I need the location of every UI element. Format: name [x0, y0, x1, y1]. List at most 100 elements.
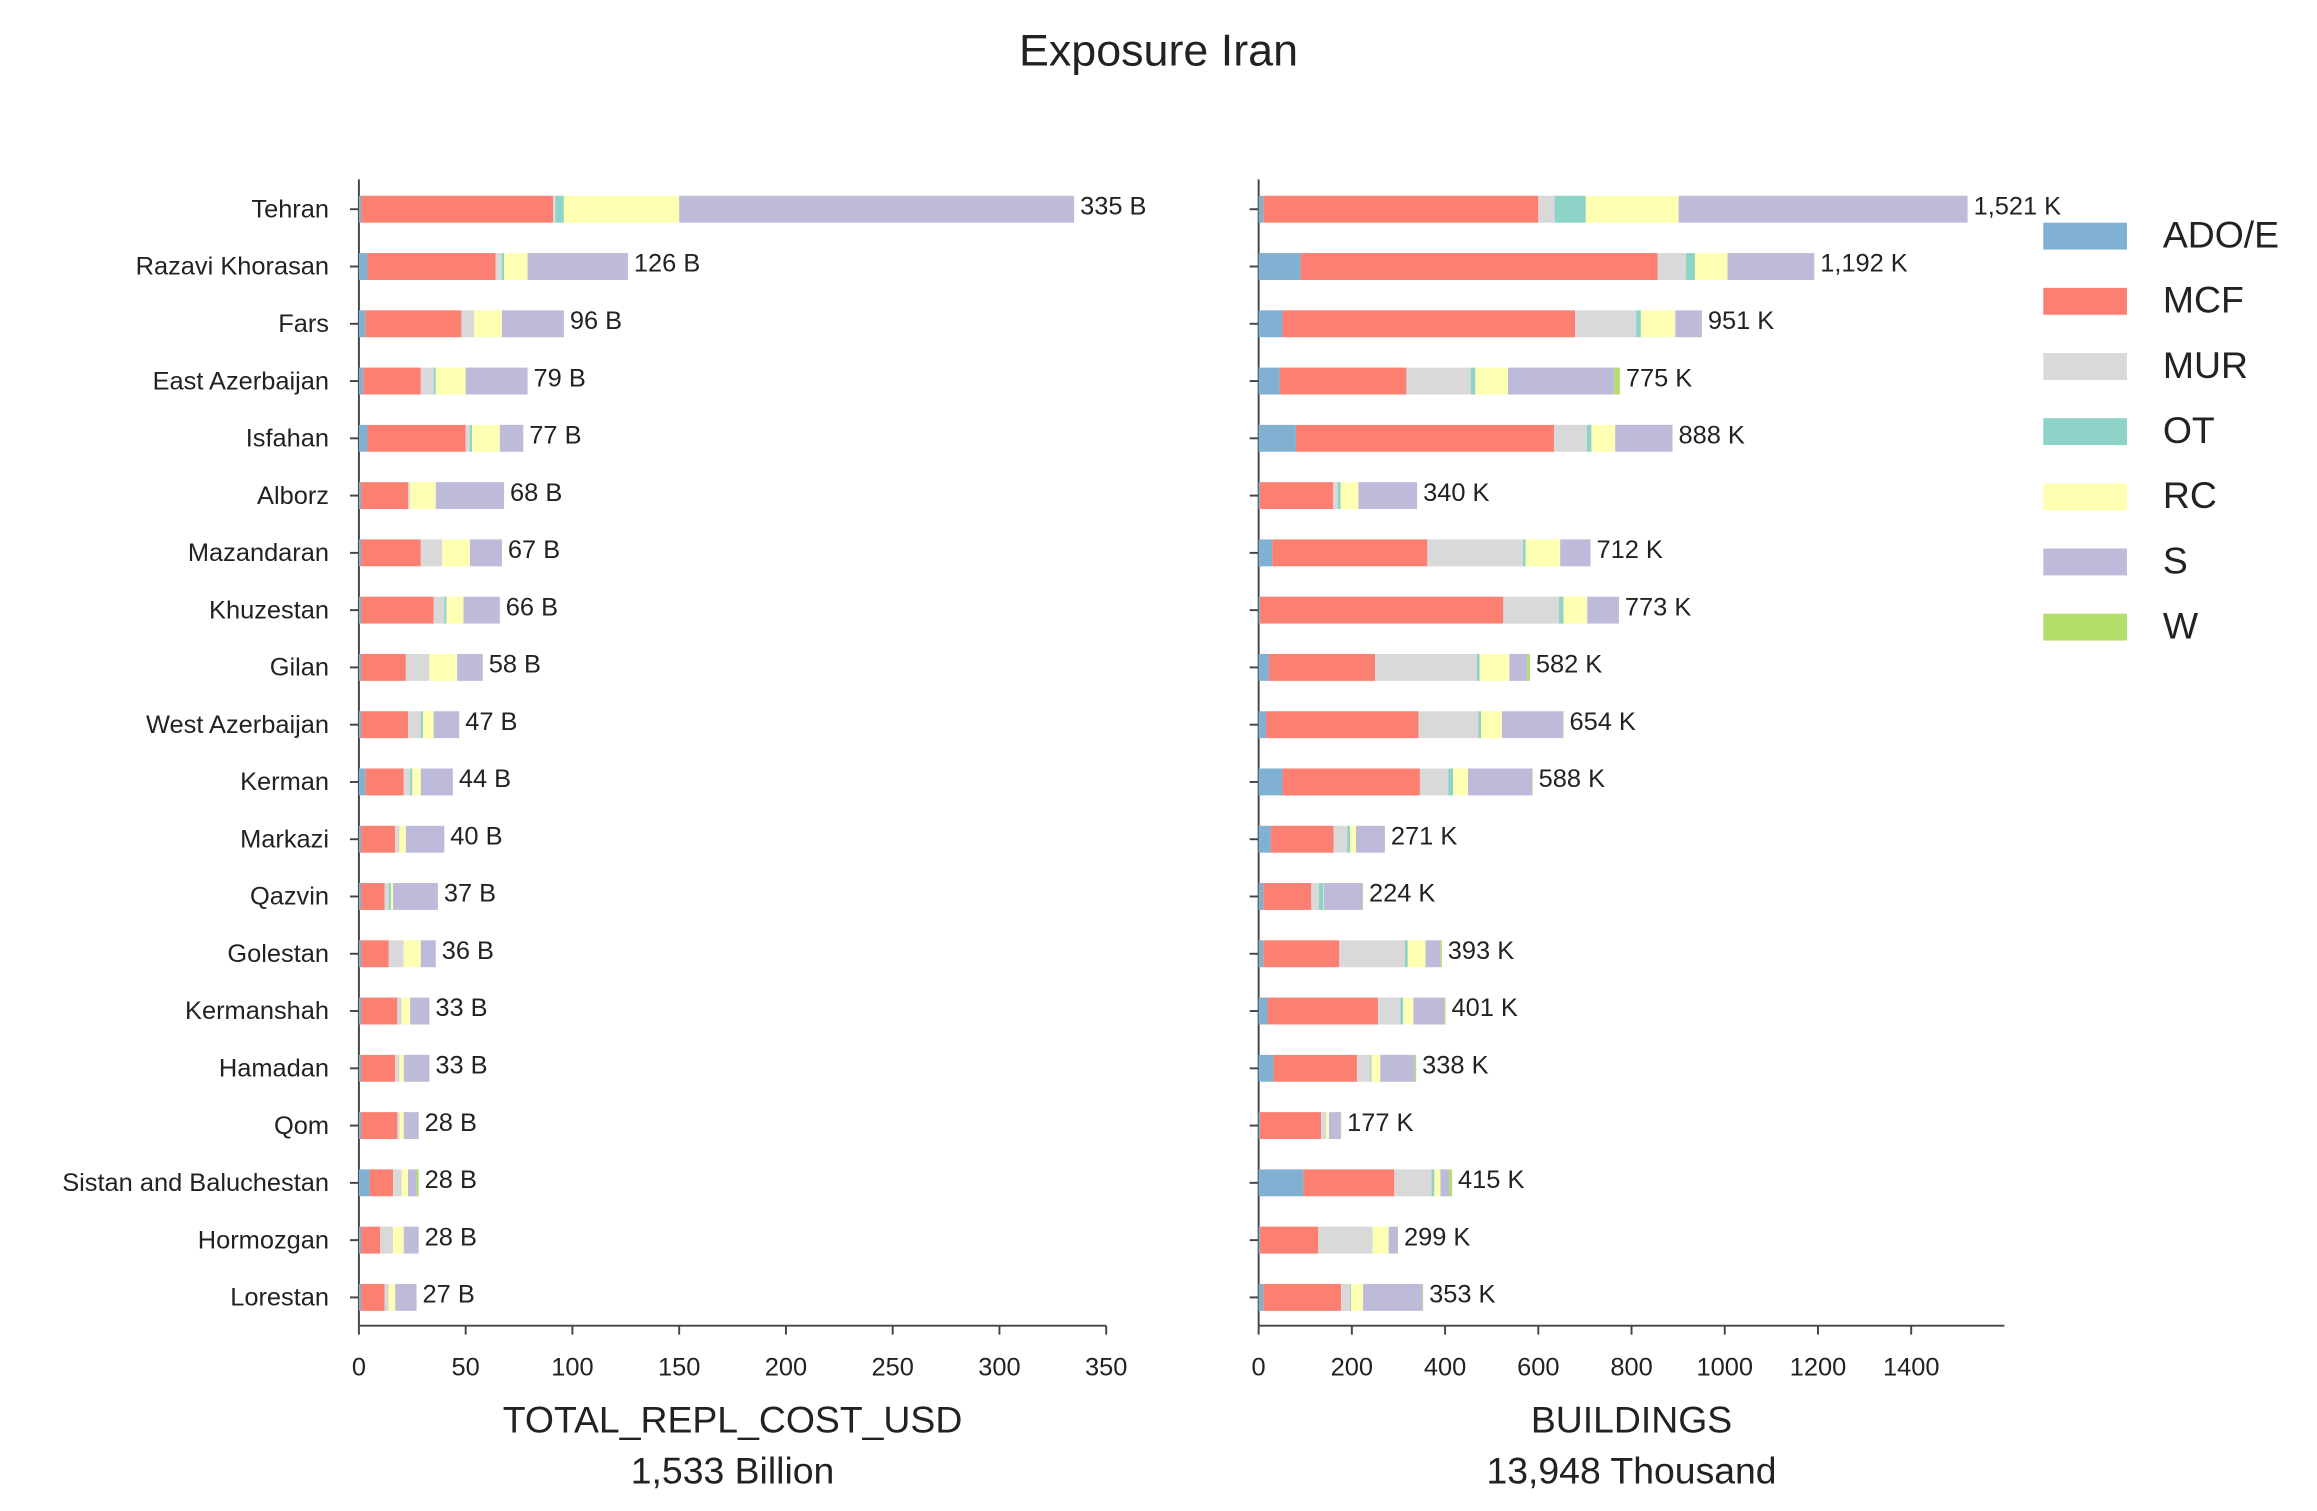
bar-segment — [1282, 768, 1420, 796]
bar-segment — [410, 768, 413, 796]
x-tick-label: 200 — [1331, 1354, 1373, 1382]
bar-segment — [358, 310, 366, 338]
bar-segment — [416, 1169, 419, 1197]
bar-segment — [420, 367, 434, 395]
y-tick-label: Razavi Khorasan — [136, 253, 329, 281]
x-tick-label: 0 — [352, 1354, 366, 1382]
value-label: 299 K — [1404, 1223, 1470, 1251]
bar-segment — [358, 940, 362, 968]
bar-segment — [412, 768, 421, 796]
y-tick-label: Hamadan — [219, 1055, 329, 1083]
legend-swatch — [2043, 483, 2127, 511]
bar-segment — [399, 1054, 404, 1082]
x-tick-label: 800 — [1610, 1354, 1652, 1382]
bar-segment — [361, 711, 409, 739]
bar-segment — [1404, 940, 1408, 968]
value-label: 951 K — [1708, 307, 1774, 335]
bar-segment — [361, 997, 398, 1025]
bar-segment — [1586, 424, 1592, 452]
bar-segment — [472, 424, 500, 452]
bar-segment — [442, 539, 470, 567]
bar-segment — [1476, 653, 1480, 681]
bar-segment — [446, 596, 464, 624]
bar-segment — [1525, 539, 1561, 567]
bar-segment — [397, 1112, 400, 1140]
y-tick-label: Lorestan — [230, 1284, 329, 1312]
bar-segment — [1356, 825, 1385, 853]
bar-segment — [1418, 711, 1479, 739]
value-label: 338 K — [1422, 1052, 1488, 1080]
bar-segment — [1333, 825, 1348, 853]
bar-segment — [1326, 1112, 1330, 1140]
bar-segment — [1657, 253, 1687, 280]
bar-segment — [358, 1054, 362, 1082]
value-label: 224 K — [1369, 880, 1435, 908]
bar-segment — [1427, 539, 1523, 567]
bar-segment — [358, 424, 368, 452]
bar-segment — [1349, 1283, 1351, 1311]
bar-segment — [1323, 883, 1363, 910]
bar-segment — [461, 310, 475, 338]
legend-label: S — [2163, 539, 2188, 581]
legend-swatch — [2043, 287, 2127, 315]
bar-segment — [408, 711, 421, 739]
bar-segment — [1340, 482, 1359, 510]
bar-segment — [1260, 1226, 1319, 1254]
bar-segment — [1258, 195, 1264, 223]
x-axis-label: 13,948 Thousand — [1486, 1450, 1776, 1492]
bar-segment — [403, 1226, 419, 1254]
bar-segment — [361, 482, 409, 510]
y-tick-label: Kerman — [240, 768, 329, 796]
x-tick-label: 1400 — [1883, 1354, 1939, 1382]
bar-segment — [358, 825, 362, 853]
bar-segment — [358, 482, 362, 510]
bar-segment — [1258, 1283, 1264, 1311]
bar-segment — [361, 653, 406, 681]
bar-segment — [361, 1226, 381, 1254]
bar-segment — [393, 1169, 402, 1197]
bar-segment — [433, 711, 460, 739]
bar-segment — [1263, 1283, 1342, 1311]
value-label: 33 B — [435, 994, 487, 1022]
bar-segment — [1258, 825, 1271, 853]
value-label: 44 B — [459, 765, 511, 793]
bar-segment — [405, 653, 430, 681]
bar-segment — [408, 1169, 417, 1197]
y-tick-label: Alborz — [257, 482, 329, 510]
bar-segment — [1407, 940, 1426, 968]
bar-segment — [563, 195, 680, 223]
bar-segment — [1258, 1169, 1304, 1197]
value-label: 712 K — [1596, 536, 1662, 564]
bar-segment — [433, 367, 436, 395]
bar-segment — [429, 653, 458, 681]
bar-segment — [384, 1283, 389, 1311]
bar-segment — [1585, 195, 1679, 223]
value-label: 126 B — [634, 250, 700, 278]
bar-segment — [361, 825, 396, 853]
bar-segment — [1527, 653, 1530, 681]
bar-segment — [501, 310, 564, 338]
bar-segment — [1356, 1054, 1371, 1082]
value-label: 588 K — [1539, 765, 1605, 793]
y-tick-label: Khuzestan — [209, 596, 329, 624]
bar-segment — [358, 883, 362, 910]
bar-segment — [504, 253, 528, 280]
value-label: 353 K — [1429, 1281, 1495, 1309]
bar-segment — [1258, 367, 1280, 395]
legend-label: MUR — [2163, 344, 2248, 386]
bar-segment — [1258, 310, 1283, 338]
x-tick-label: 400 — [1424, 1354, 1466, 1382]
y-tick-label: Markazi — [240, 825, 329, 853]
legend-swatch — [2043, 548, 2127, 576]
bar-segment — [399, 1112, 404, 1140]
bar-segment — [367, 253, 496, 280]
bar-segment — [1434, 1169, 1441, 1197]
y-tick-label: Golestan — [227, 940, 329, 968]
bar-segment — [358, 1283, 362, 1311]
bar-segment — [1258, 424, 1296, 452]
bar-segment — [1478, 711, 1481, 739]
bar-segment — [403, 1054, 430, 1082]
bar-segment — [1267, 997, 1378, 1025]
bar-segment — [1686, 253, 1695, 280]
bar-segment — [1339, 940, 1405, 968]
